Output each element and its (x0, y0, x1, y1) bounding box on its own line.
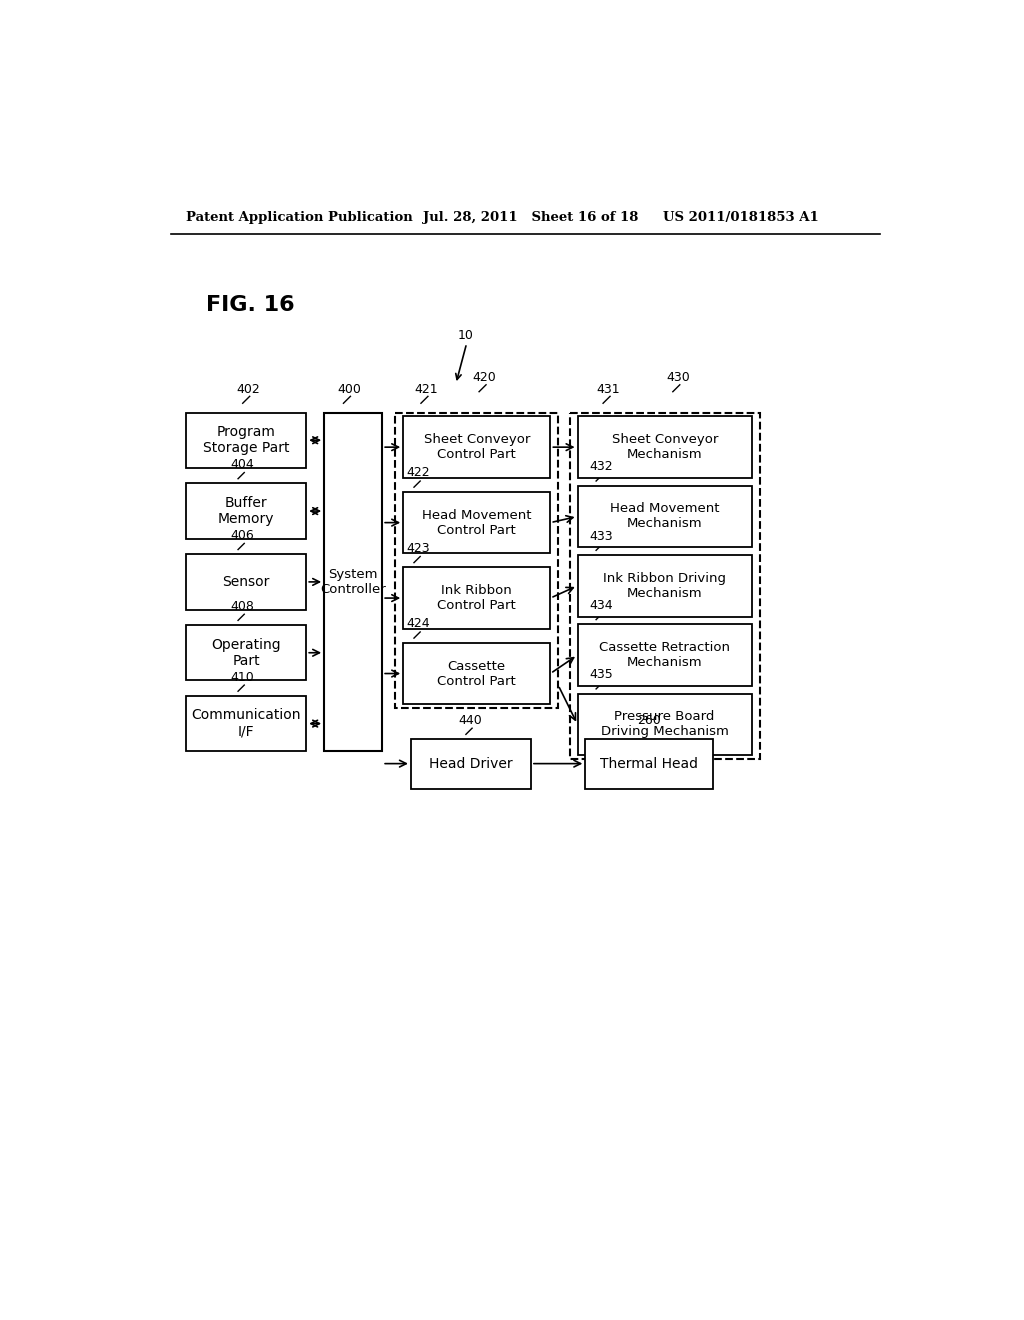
Bar (186, 626, 306, 681)
Text: 10: 10 (457, 329, 473, 342)
Text: Ink Ribbon
Control Part: Ink Ribbon Control Part (437, 583, 516, 612)
Text: 402: 402 (237, 383, 260, 396)
Bar (186, 412, 306, 467)
Bar (403, 643, 550, 705)
Text: 422: 422 (407, 466, 430, 479)
Bar (578, 693, 752, 755)
Bar (578, 624, 752, 686)
Text: FIG. 16: FIG. 16 (206, 296, 294, 315)
Text: 410: 410 (230, 671, 255, 684)
Text: Sheet Conveyor
Control Part: Sheet Conveyor Control Part (424, 433, 530, 461)
Bar (569, 412, 760, 759)
Text: 435: 435 (589, 668, 612, 681)
Text: Head Movement
Mechanism: Head Movement Mechanism (610, 503, 720, 531)
Text: Sheet Conveyor
Mechanism: Sheet Conveyor Mechanism (611, 433, 718, 461)
Text: Communication
I/F: Communication I/F (191, 709, 301, 739)
Text: System
Controller: System Controller (321, 568, 386, 595)
Text: Patent Application Publication: Patent Application Publication (186, 211, 413, 224)
Bar (324, 412, 382, 751)
Text: 432: 432 (589, 461, 612, 474)
Text: 406: 406 (230, 529, 255, 543)
Text: Thermal Head: Thermal Head (600, 756, 698, 771)
Text: Cassette Retraction
Mechanism: Cassette Retraction Mechanism (599, 642, 730, 669)
Text: Sensor: Sensor (222, 576, 270, 589)
Text: 421: 421 (415, 383, 438, 396)
Text: Pressure Board
Driving Mechanism: Pressure Board Driving Mechanism (601, 710, 729, 738)
Text: Jul. 28, 2011   Sheet 16 of 18: Jul. 28, 2011 Sheet 16 of 18 (423, 211, 638, 224)
Bar (578, 554, 752, 616)
Text: Buffer
Memory: Buffer Memory (218, 496, 274, 527)
Bar (403, 568, 550, 628)
Bar (578, 416, 752, 478)
Text: US 2011/0181853 A1: US 2011/0181853 A1 (663, 211, 818, 224)
Bar (586, 739, 713, 789)
Text: 408: 408 (230, 599, 255, 612)
Text: 423: 423 (407, 543, 430, 554)
Text: 440: 440 (459, 714, 482, 726)
Text: 434: 434 (589, 599, 612, 612)
Bar (186, 554, 306, 610)
Text: 433: 433 (589, 529, 612, 543)
Bar (403, 416, 550, 478)
Text: 400: 400 (337, 383, 360, 396)
Text: Head Driver: Head Driver (429, 756, 513, 771)
Bar (578, 486, 752, 548)
Bar (186, 696, 306, 751)
Bar (395, 412, 558, 708)
Text: Cassette
Control Part: Cassette Control Part (437, 660, 516, 688)
Text: 404: 404 (230, 458, 255, 471)
Text: Operating
Part: Operating Part (211, 638, 281, 668)
Text: 424: 424 (407, 618, 430, 631)
Bar (186, 483, 306, 539)
Bar (403, 492, 550, 553)
Text: 431: 431 (597, 383, 621, 396)
Bar (411, 739, 531, 789)
Text: 260: 260 (637, 714, 660, 726)
Text: Head Movement
Control Part: Head Movement Control Part (422, 508, 531, 537)
Text: 420: 420 (473, 371, 497, 384)
Text: Program
Storage Part: Program Storage Part (203, 425, 290, 455)
Text: Ink Ribbon Driving
Mechanism: Ink Ribbon Driving Mechanism (603, 572, 726, 599)
Text: 430: 430 (667, 371, 690, 384)
